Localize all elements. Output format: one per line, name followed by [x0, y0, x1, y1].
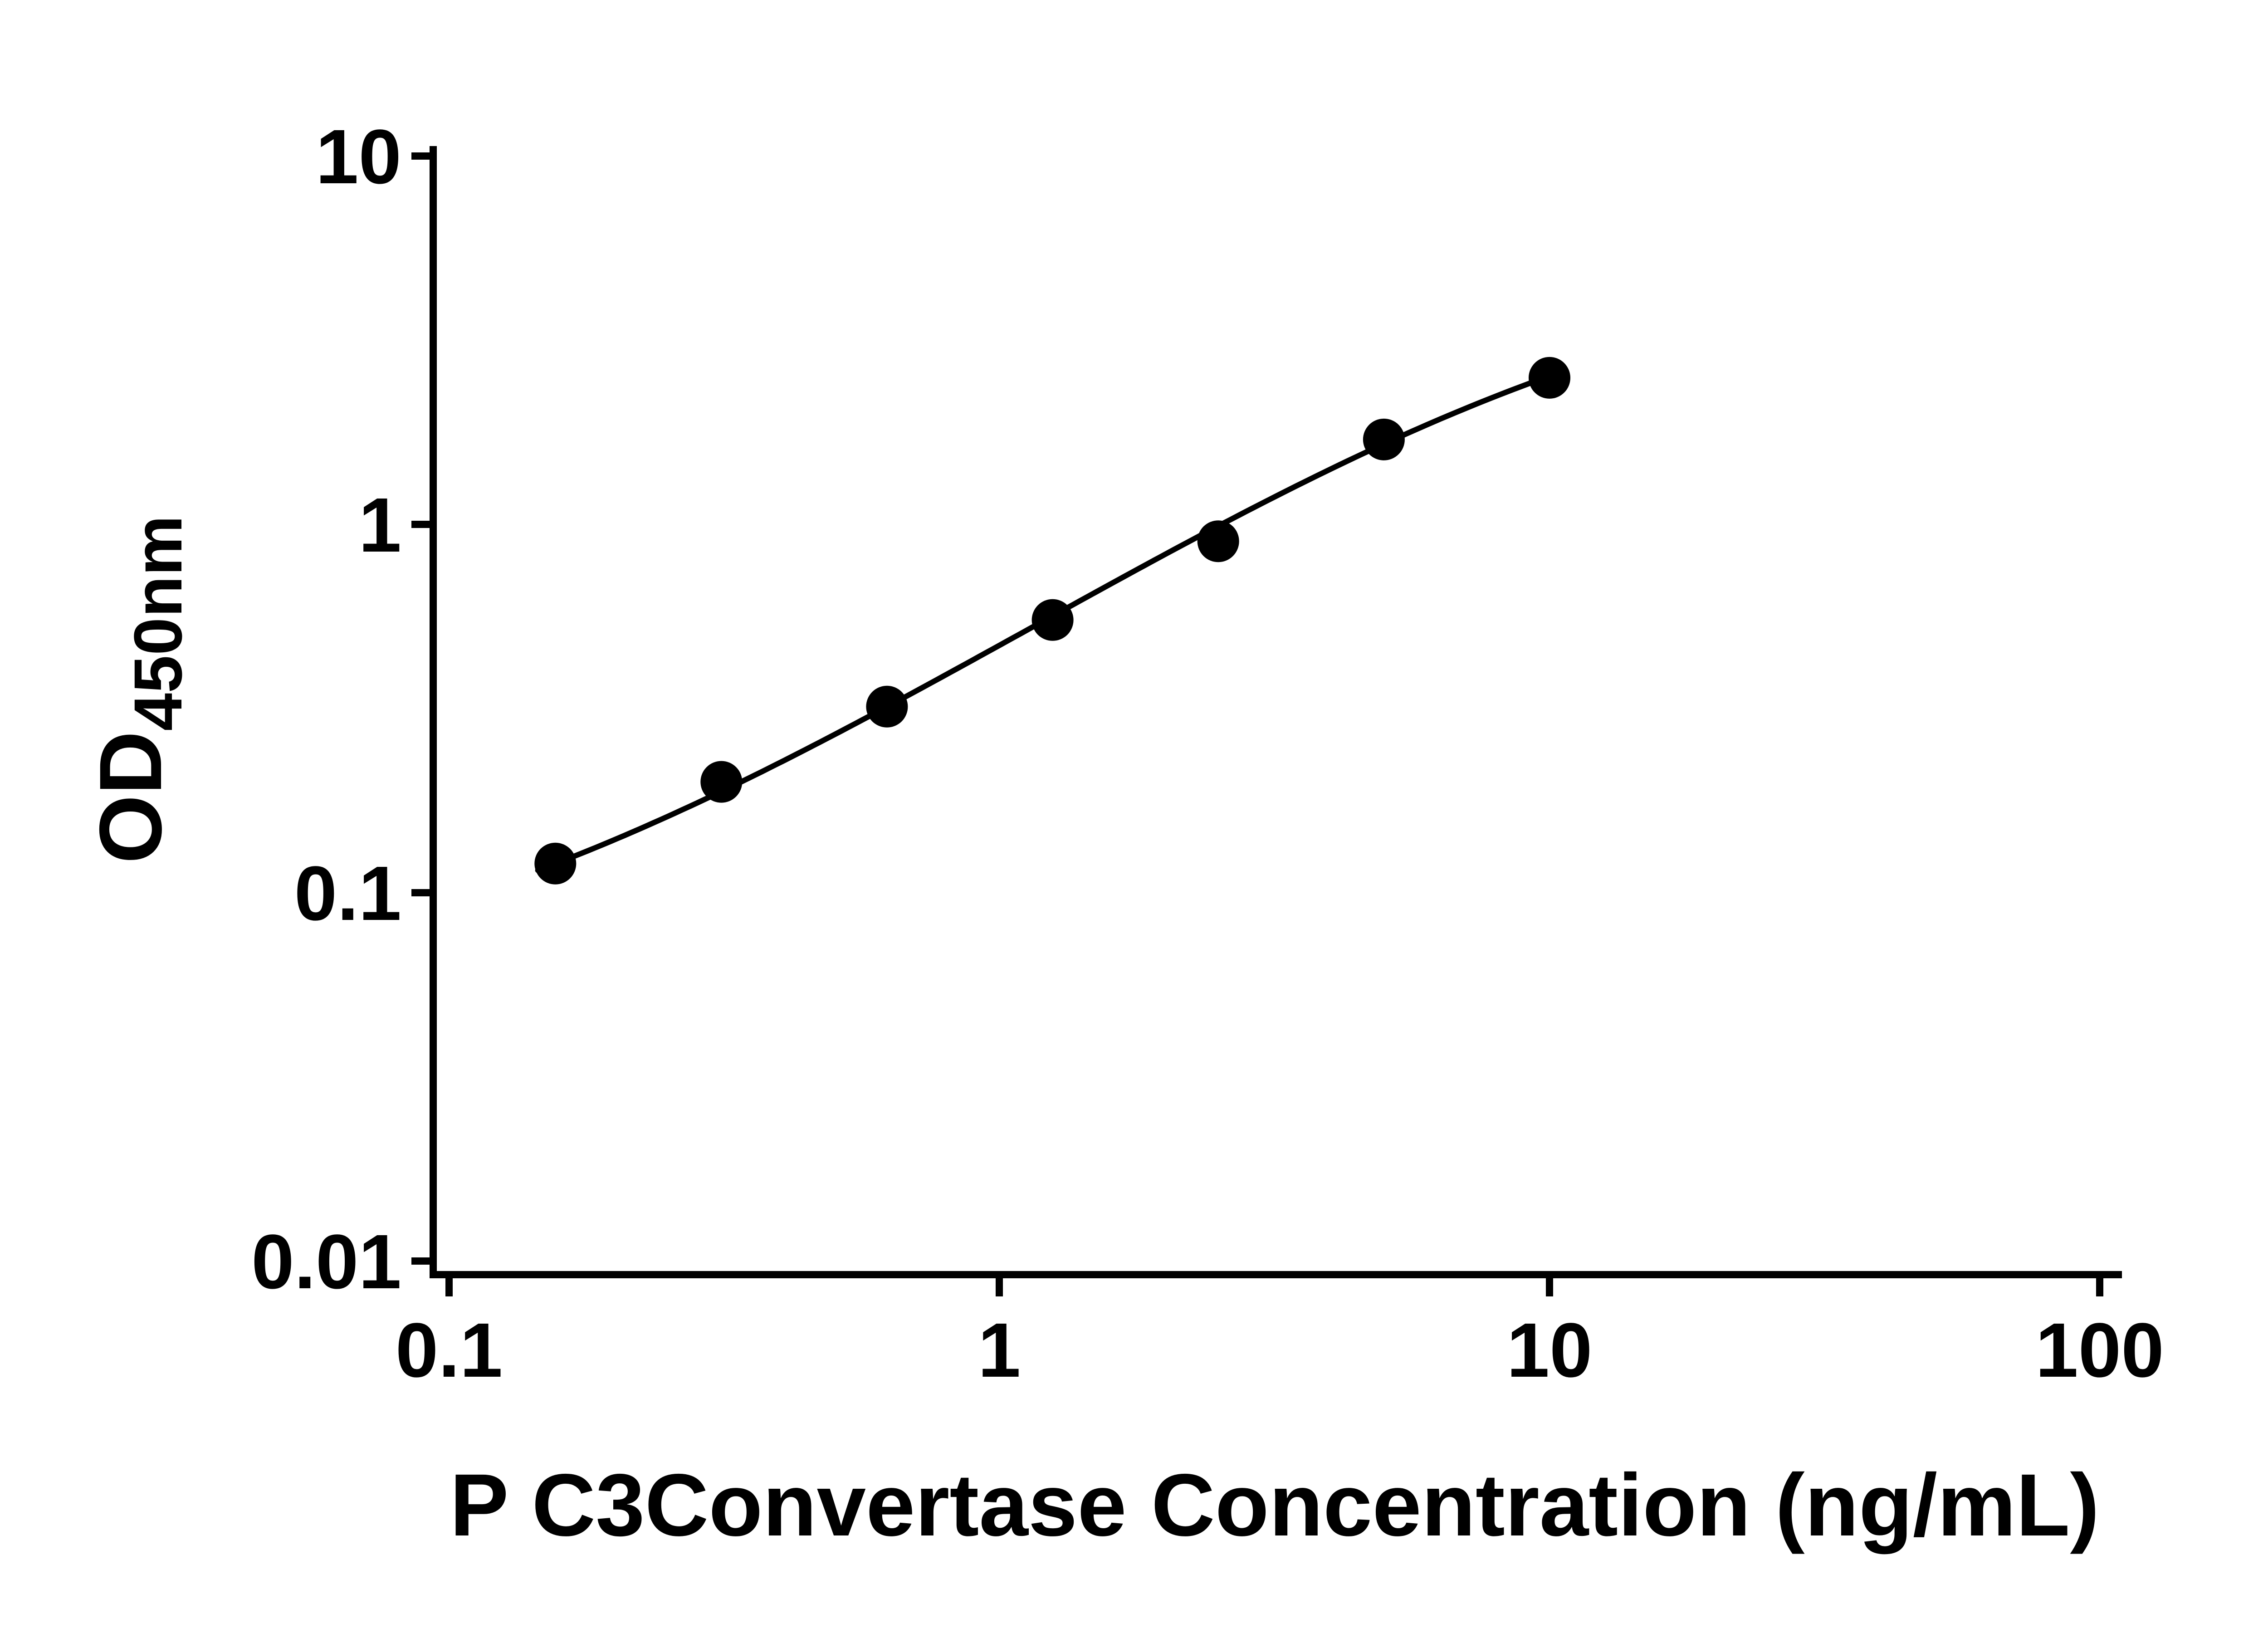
- x-tick-label: 0.1: [396, 1307, 503, 1393]
- data-series: [534, 357, 1570, 885]
- data-point: [534, 842, 577, 885]
- y-axis-title-main: OD: [81, 731, 180, 864]
- axes: [430, 146, 2122, 1278]
- x-tick-label: 10: [1506, 1307, 1592, 1393]
- data-point: [1197, 520, 1239, 562]
- y-tick-label: 1: [358, 482, 401, 568]
- x-axis-title: P C3Convertase Concentration (ng/mL): [450, 1456, 2100, 1555]
- data-point: [1529, 357, 1570, 399]
- data-point: [700, 761, 743, 803]
- y-tick-label: 0.01: [251, 1219, 401, 1305]
- y-tick-label: 10: [316, 114, 401, 200]
- y-tick-label: 0.1: [294, 851, 401, 937]
- y-axis-title-subscript: 450nm: [120, 515, 196, 731]
- x-tick-label: 1: [978, 1307, 1021, 1393]
- data-point: [866, 685, 908, 728]
- tick-marks: [411, 152, 2103, 1296]
- data-point: [1031, 599, 1074, 641]
- data-point: [1363, 418, 1405, 460]
- x-tick-label: 100: [2035, 1307, 2164, 1393]
- y-axis-title: OD450nm: [81, 515, 196, 864]
